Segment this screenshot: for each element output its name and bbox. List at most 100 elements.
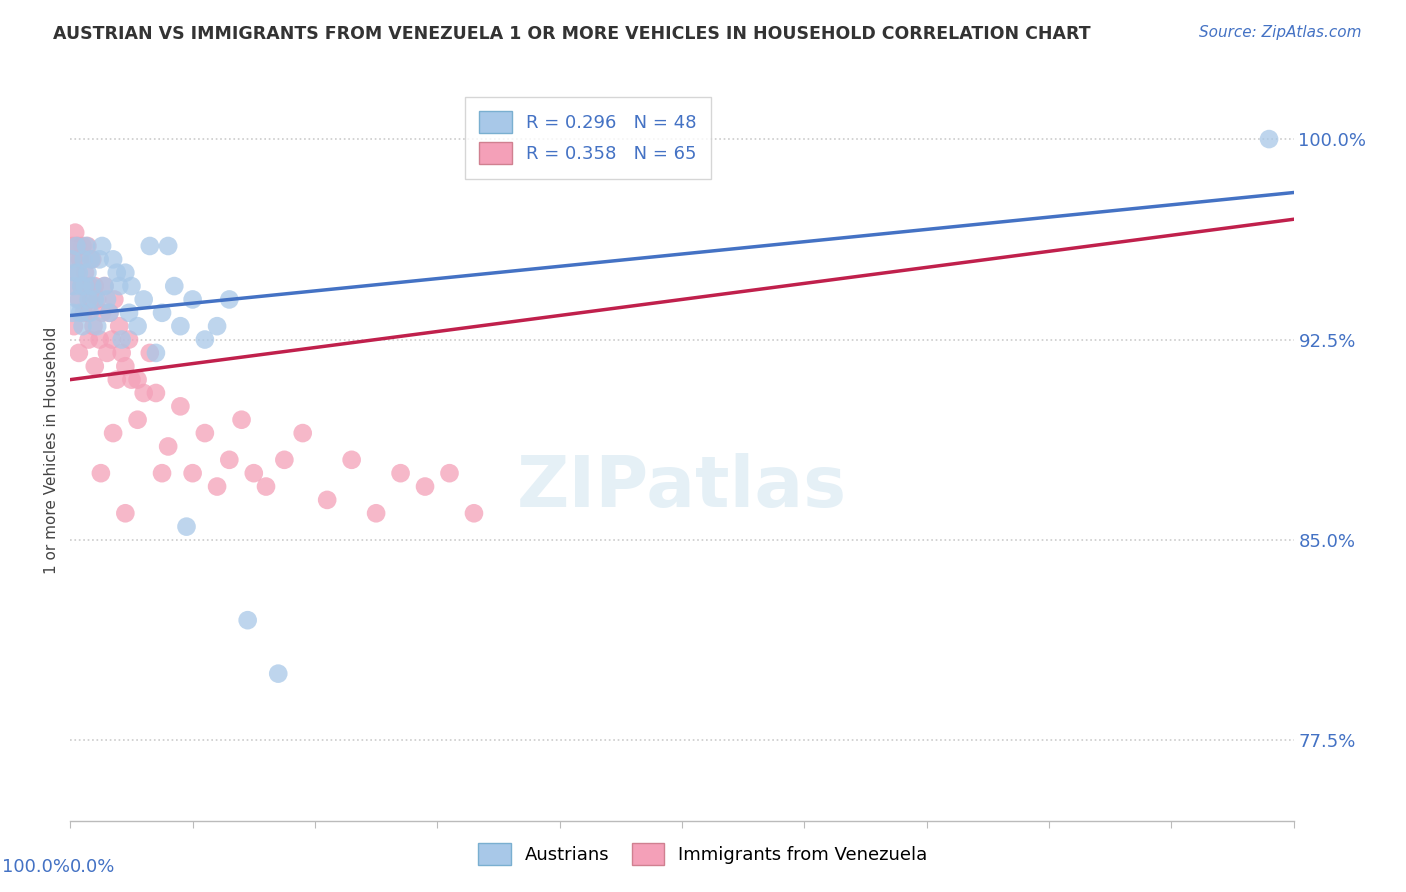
Point: [121, 279, 143, 293]
Point: [205, 479, 228, 493]
Point: [1258, 132, 1281, 146]
Point: [77, 333, 100, 347]
Point: [150, 306, 173, 320]
Point: [63, 266, 86, 280]
Point: [75, 239, 97, 253]
Point: [90, 466, 112, 480]
Text: 100.0%: 100.0%: [3, 858, 70, 876]
Point: [111, 333, 134, 347]
Point: [114, 359, 136, 374]
Y-axis label: 1 or more Vehicles in Household: 1 or more Vehicles in Household: [44, 326, 59, 574]
Point: [127, 413, 149, 427]
Point: [145, 346, 167, 360]
Point: [291, 426, 314, 441]
Point: [273, 452, 295, 467]
Point: [103, 293, 125, 307]
Point: [157, 239, 180, 253]
Point: [65, 266, 87, 280]
Point: [108, 279, 131, 293]
Point: [89, 252, 111, 267]
Point: [75, 279, 97, 293]
Point: [163, 279, 186, 293]
Point: [79, 279, 101, 293]
Text: AUSTRIAN VS IMMIGRANTS FROM VENEZUELA 1 OR MORE VEHICLES IN HOUSEHOLD CORRELATIO: AUSTRIAN VS IMMIGRANTS FROM VENEZUELA 1 …: [53, 25, 1091, 43]
Point: [86, 293, 108, 307]
Point: [218, 452, 240, 467]
Point: [127, 373, 149, 387]
Point: [77, 293, 100, 307]
Text: 0.0%: 0.0%: [70, 858, 115, 876]
Point: [89, 333, 111, 347]
Point: [73, 306, 96, 320]
Point: [218, 293, 240, 307]
Point: [70, 279, 93, 293]
Point: [101, 426, 124, 441]
Point: [340, 452, 363, 467]
Point: [69, 252, 91, 267]
Point: [67, 346, 90, 360]
Point: [127, 319, 149, 334]
Point: [121, 373, 143, 387]
Point: [389, 466, 412, 480]
Point: [86, 319, 108, 334]
Point: [181, 293, 204, 307]
Point: [72, 239, 94, 253]
Point: [83, 279, 105, 293]
Point: [114, 266, 136, 280]
Point: [194, 333, 217, 347]
Point: [62, 239, 84, 253]
Point: [316, 492, 339, 507]
Text: Source: ZipAtlas.com: Source: ZipAtlas.com: [1198, 25, 1361, 40]
Point: [118, 306, 141, 320]
Point: [66, 239, 89, 253]
Point: [139, 346, 162, 360]
Point: [132, 293, 155, 307]
Point: [93, 279, 115, 293]
Point: [169, 400, 191, 414]
Point: [118, 333, 141, 347]
Point: [63, 252, 86, 267]
Point: [83, 319, 105, 334]
Point: [80, 252, 103, 267]
Point: [91, 306, 114, 320]
Point: [83, 293, 105, 307]
Point: [91, 239, 114, 253]
Point: [132, 386, 155, 401]
Point: [176, 519, 198, 533]
Point: [67, 266, 90, 280]
Point: [73, 252, 96, 267]
Point: [194, 426, 217, 441]
Point: [96, 293, 118, 307]
Point: [63, 226, 86, 240]
Point: [181, 466, 204, 480]
Text: ZIPatlas: ZIPatlas: [517, 453, 846, 522]
Point: [254, 479, 277, 493]
Point: [76, 239, 98, 253]
Point: [70, 279, 93, 293]
Point: [76, 266, 98, 280]
Point: [63, 279, 86, 293]
Point: [267, 666, 290, 681]
Point: [101, 333, 124, 347]
Point: [105, 373, 128, 387]
Point: [98, 306, 121, 320]
Point: [231, 413, 253, 427]
Point: [73, 266, 96, 280]
Point: [67, 293, 90, 307]
Point: [73, 279, 96, 293]
Point: [83, 359, 105, 374]
Point: [63, 319, 86, 334]
Point: [65, 239, 87, 253]
Point: [139, 239, 162, 253]
Point: [72, 319, 94, 334]
Point: [169, 319, 191, 334]
Legend: Austrians, Immigrants from Venezuela: Austrians, Immigrants from Venezuela: [471, 836, 935, 872]
Point: [60, 279, 83, 293]
Point: [413, 479, 436, 493]
Point: [82, 279, 104, 293]
Point: [111, 346, 134, 360]
Point: [243, 466, 266, 480]
Point: [79, 306, 101, 320]
Point: [108, 319, 131, 334]
Point: [62, 306, 84, 320]
